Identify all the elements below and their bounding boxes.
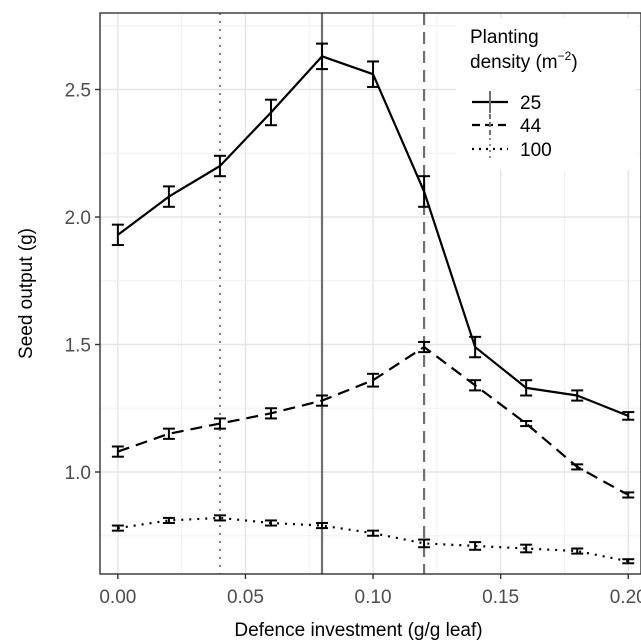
- error-bar: [622, 411, 635, 421]
- error-bar: [418, 538, 431, 549]
- error-bar: [213, 417, 226, 430]
- y-tick-label: 2.0: [65, 208, 91, 229]
- error-bar: [571, 463, 584, 471]
- reference-lines: [218, 13, 426, 574]
- x-axis-title: Defence investment (g/g leaf): [234, 620, 482, 641]
- error-bar: [162, 516, 175, 524]
- x-tick-label: 0.05: [227, 587, 264, 608]
- legend-title-suffix: ): [571, 52, 577, 73]
- series-group: [111, 42, 635, 565]
- error-bar: [469, 335, 482, 359]
- error-bar: [469, 541, 482, 551]
- legend-key: 25: [472, 91, 541, 114]
- error-bar: [469, 379, 482, 392]
- x-tick-label: 0.15: [482, 587, 519, 608]
- y-tick-label: 2.5: [65, 81, 91, 102]
- error-bar: [571, 389, 584, 402]
- legend-title-line2: density (m−2): [470, 49, 578, 73]
- error-bar: [622, 558, 635, 565]
- y-axis: 1.0 1.5 2.0 2.5: [65, 81, 100, 484]
- error-bar: [111, 445, 124, 458]
- x-axis: 0.00 0.05 0.10 0.15 0.20: [99, 574, 641, 608]
- y-tick-label: 1.5: [65, 336, 91, 357]
- legend-title-superscript: −2: [558, 49, 572, 63]
- error-bar: [316, 522, 329, 530]
- error-bar: [520, 379, 533, 397]
- series: [111, 340, 635, 499]
- error-bar: [571, 547, 584, 555]
- legend-key-label: 25: [520, 93, 541, 114]
- legend-key-label: 44: [520, 116, 542, 137]
- error-bar: [367, 60, 380, 88]
- error-bar: [162, 185, 175, 208]
- error-bar: [111, 524, 124, 532]
- error-bar: [367, 529, 380, 537]
- error-bar: [264, 98, 277, 127]
- legend-title-prefix: density (m: [470, 52, 558, 73]
- legend-title-line1: Planting: [470, 27, 539, 48]
- error-bar: [622, 491, 635, 499]
- legend-background: [456, 18, 636, 170]
- series: [111, 514, 635, 565]
- x-tick-label: 0.00: [99, 587, 136, 608]
- y-axis-title: Seed output (g): [16, 228, 37, 359]
- error-bar: [264, 519, 277, 527]
- x-tick-label: 0.20: [610, 587, 641, 608]
- y-tick-label: 1.0: [65, 463, 91, 484]
- error-bar: [367, 372, 380, 388]
- error-bar: [316, 394, 329, 407]
- error-bar: [418, 340, 431, 354]
- legend-key-label: 100: [520, 140, 552, 161]
- error-bar: [520, 543, 533, 554]
- error-bar: [316, 42, 329, 71]
- error-bar: [418, 175, 431, 208]
- legend-key: 44: [472, 114, 542, 137]
- panel-border: [99, 12, 641, 575]
- error-bar: [162, 427, 175, 440]
- series: [111, 42, 635, 421]
- series-line: [117, 345, 629, 496]
- error-bar: [264, 407, 277, 420]
- error-bar: [111, 223, 124, 247]
- error-bar: [520, 420, 533, 428]
- error-bar: [213, 514, 226, 522]
- error-bar: [213, 154, 226, 178]
- x-tick-label: 0.10: [355, 587, 392, 608]
- legend-key: 100: [472, 138, 552, 161]
- major-grid: [100, 13, 641, 574]
